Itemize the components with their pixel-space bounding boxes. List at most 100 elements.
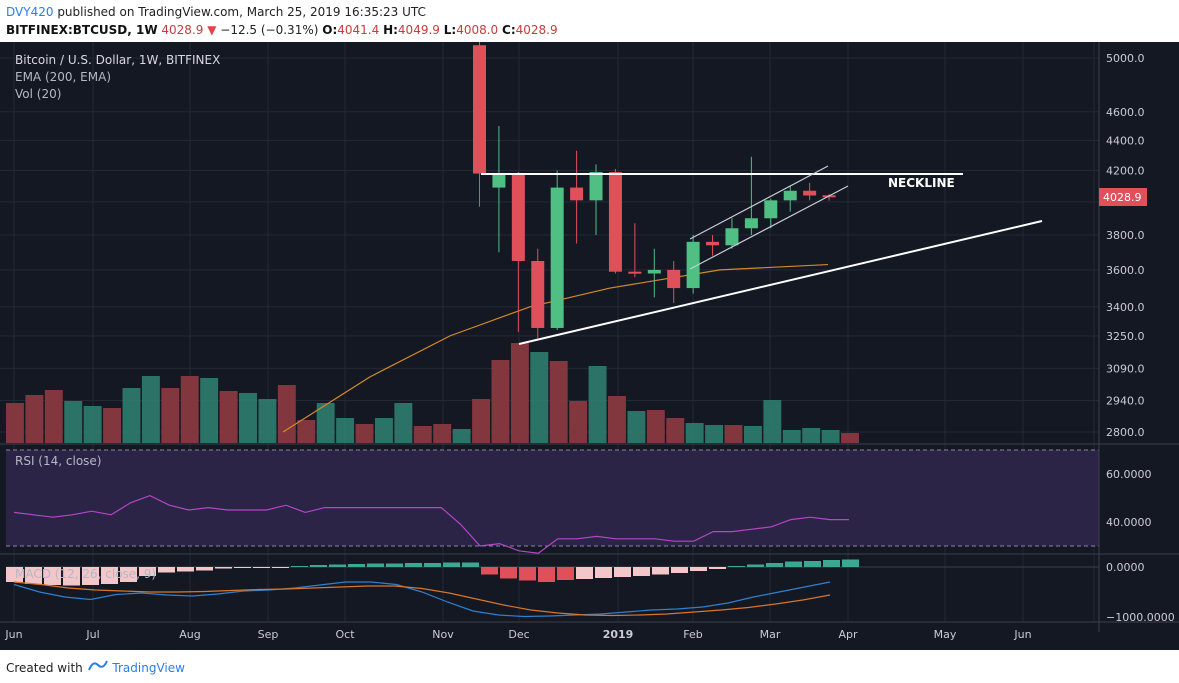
volume-bar — [724, 425, 743, 443]
macd-hist-bar — [291, 566, 308, 567]
time-tick: Jun — [1013, 628, 1031, 641]
macd-hist-bar — [405, 563, 422, 567]
volume-bar — [782, 430, 801, 443]
price-tick: 3800.0 — [1106, 229, 1145, 242]
price-tick: 5000.0 — [1106, 52, 1145, 65]
macd-hist-bar — [177, 567, 194, 572]
price-tick: 3090.0 — [1106, 362, 1145, 375]
low-label: L: — [443, 23, 457, 37]
price-axis-area — [1099, 42, 1179, 650]
open-value: 4041.4 — [337, 23, 380, 37]
volume-bar — [705, 425, 724, 443]
volume-bar — [394, 403, 413, 443]
price-tick: 4200.0 — [1106, 164, 1145, 177]
candle-body — [531, 260, 545, 328]
candle-body — [570, 187, 584, 201]
macd-hist-bar — [348, 564, 365, 567]
time-tick: Sep — [258, 628, 279, 641]
volume-bar — [141, 376, 160, 443]
time-tick: Feb — [683, 628, 702, 641]
macd-hist-bar — [633, 567, 650, 576]
candle-body — [628, 271, 642, 274]
published-text: published on TradingView.com, March 25, … — [57, 5, 426, 19]
macd-hist-bar — [139, 567, 156, 576]
symbol: BITFINEX:BTCUSD, 1W — [6, 23, 158, 37]
macd-tick: 0.0000 — [1106, 561, 1145, 574]
last-price-tag-text: 4028.9 — [1103, 191, 1142, 204]
candle-body — [803, 190, 817, 196]
macd-hist-bar — [367, 563, 384, 567]
macd-hist-bar — [253, 567, 270, 568]
high-label: H: — [383, 23, 398, 37]
macd-hist-bar — [82, 567, 99, 585]
macd-hist-bar — [25, 567, 42, 584]
publish-info: DVY420 published on TradingView.com, Mar… — [6, 5, 426, 19]
price-tick: 2940.0 — [1106, 395, 1145, 408]
macd-hist-bar — [462, 562, 479, 567]
time-tick: Apr — [838, 628, 858, 641]
channel-upper-line[interactable] — [689, 165, 829, 240]
macd-hist-bar — [500, 567, 517, 579]
macd-hist-bar — [785, 561, 802, 567]
macd-hist-bar — [709, 567, 726, 569]
volume-bars — [6, 343, 859, 443]
author-name[interactable]: DVY420 — [6, 5, 54, 19]
time-tick: 2019 — [603, 628, 634, 641]
last-price-tag — [1099, 188, 1147, 206]
macd-hist-bar — [63, 567, 80, 586]
volume-bar — [336, 418, 355, 443]
ema-line — [282, 263, 829, 433]
time-tick: Oct — [335, 628, 355, 641]
candle-body — [744, 218, 758, 229]
volume-bar — [6, 403, 24, 443]
volume-bar — [277, 385, 296, 443]
volume-bar — [608, 396, 626, 443]
created-with-text: Created with — [6, 661, 83, 675]
volume-bar — [64, 401, 83, 443]
candle-body — [473, 45, 486, 174]
macd-hist-bar — [690, 567, 707, 571]
volume-bar — [83, 406, 102, 443]
volume-bar — [841, 433, 859, 443]
time-tick: Dec — [508, 628, 529, 641]
volume-bar — [258, 399, 277, 443]
last-price: 4028.9 — [161, 23, 204, 37]
channel-lower-line[interactable] — [689, 185, 849, 270]
macd-hist-bar — [576, 567, 593, 579]
macd-hist-bar — [842, 559, 859, 567]
price-tick: 3250.0 — [1106, 330, 1145, 343]
support-trendline[interactable] — [518, 220, 1043, 345]
price-tick: 2800.0 — [1106, 426, 1145, 439]
high-value: 4049.9 — [397, 23, 440, 37]
volume-bar — [122, 388, 141, 443]
chart-canvas[interactable]: NECKLINE Bitcoin / U.S. Dollar, 1W, BITF… — [0, 42, 1179, 650]
price-tick: 4400.0 — [1106, 134, 1145, 147]
macd-hist-bar — [481, 567, 498, 575]
macd-hist-bar — [652, 567, 669, 575]
candle-body — [686, 241, 700, 289]
macd-series — [6, 559, 1099, 618]
candle-body — [783, 190, 797, 201]
signal-line — [13, 581, 831, 617]
drawings[interactable]: NECKLINE — [481, 165, 1043, 345]
volume-bar — [530, 352, 549, 443]
price-change: −12.5 (−0.31%) — [220, 23, 319, 37]
volume-bar — [413, 426, 432, 443]
neckline-label: NECKLINE — [888, 176, 955, 190]
price-tick: 3400.0 — [1106, 301, 1145, 314]
time-tick: Mar — [760, 628, 781, 641]
rsi-polyline — [13, 494, 850, 554]
macd-hist-bar — [215, 567, 232, 569]
open-label: O: — [322, 23, 338, 37]
volume-bar — [743, 426, 762, 443]
macd-hist-bar — [196, 567, 213, 571]
time-tick: Nov — [432, 628, 454, 641]
volume-bar — [316, 403, 335, 443]
macd-hist-bar — [424, 563, 441, 567]
volume-bar — [627, 411, 646, 443]
macd-tick-labels: 0.0000 −1000.0000 — [1106, 561, 1175, 624]
volume-bar — [510, 343, 529, 443]
tradingview-link[interactable]: TradingView — [112, 661, 185, 675]
rsi-band — [6, 450, 1099, 546]
volume-bar — [685, 423, 704, 443]
